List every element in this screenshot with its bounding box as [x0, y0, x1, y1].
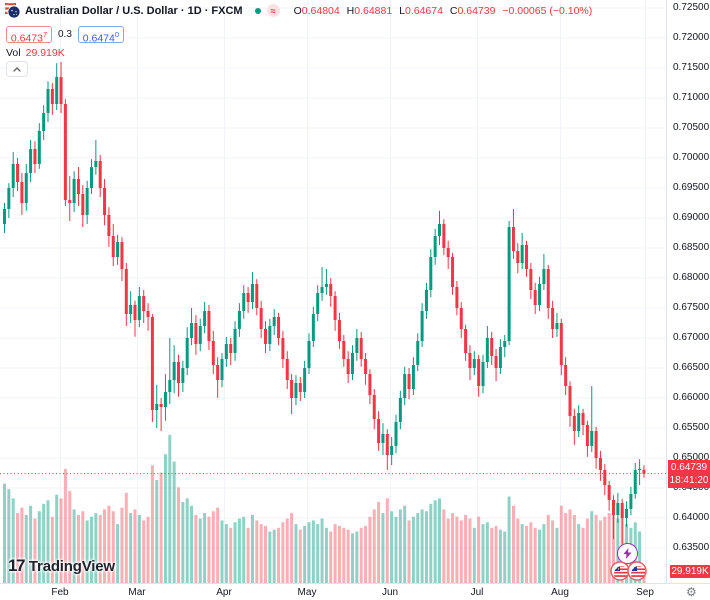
market-status-icon[interactable]: ≈: [266, 4, 280, 17]
price-axis-label: 0.65000: [673, 452, 710, 463]
gear-icon[interactable]: ⚙: [686, 585, 697, 599]
current-price-value: 0.64739: [670, 461, 708, 473]
sell-button[interactable]: 0.64737: [6, 26, 52, 45]
chevron-up-icon: [13, 66, 21, 72]
price-axis-label: 0.64000: [673, 512, 710, 523]
current-price-badge: 0.64739 18:41:20: [668, 459, 710, 488]
price-axis-label: 0.63500: [673, 542, 710, 553]
price-axis-label: 0.67000: [673, 332, 710, 343]
price-axis-label: 0.70000: [673, 152, 710, 163]
price-axis-label: 0.71000: [673, 92, 710, 103]
close-label: C: [449, 4, 458, 17]
high-label: H: [346, 4, 355, 17]
volume-legend: Vol 29.919K: [6, 47, 65, 59]
currency-pair-logo-icon: [5, 3, 20, 18]
time-axis-label: Jul: [470, 587, 484, 598]
time-axis-label: Jun: [381, 587, 399, 598]
low-value: 0.64674: [404, 4, 443, 17]
time-axis-label: Aug: [551, 587, 569, 598]
time-axis-label: Sep: [636, 587, 654, 598]
chart-legend: Australian Dollar / U.S. Dollar · 1D · F…: [5, 3, 592, 18]
chart-event-markers: [606, 543, 658, 585]
collapse-pane-button[interactable]: [6, 61, 28, 77]
us-flag-event-icon[interactable]: [627, 561, 647, 581]
price-axis-label: 0.66000: [673, 392, 710, 403]
open-label: O: [293, 4, 302, 17]
price-axis-label: 0.72000: [673, 32, 710, 43]
candlestick-chart[interactable]: [0, 0, 666, 583]
price-axis-label: 0.69000: [673, 212, 710, 223]
price-axis-label: 0.72500: [673, 2, 710, 13]
vol-label: Vol: [6, 47, 21, 59]
close-value: 0.64739: [457, 4, 496, 17]
time-axis-label: Apr: [216, 587, 232, 598]
bar-countdown: 18:41:20: [669, 474, 709, 486]
symbol-title[interactable]: Australian Dollar / U.S. Dollar · 1D · F…: [25, 4, 243, 17]
price-axis-label: 0.70500: [673, 122, 710, 133]
low-label: L: [399, 4, 405, 17]
tradingview-logo-icon: 17: [8, 556, 25, 575]
tradingview-logo-text: TradingView: [28, 557, 115, 575]
price-axis-label: 0.67500: [673, 302, 710, 313]
ohlc-readout: O0.64804 H0.64881 L0.64674 C0.64739 −0.0…: [290, 5, 593, 17]
vol-value: 29.919K: [25, 47, 65, 59]
price-axis-label: 0.69500: [673, 182, 710, 193]
time-axis-label: Feb: [51, 587, 69, 598]
realtime-status-icon: [254, 7, 261, 14]
tradingview-watermark: 17 TradingView: [8, 556, 115, 576]
time-axis-label: May: [297, 587, 317, 598]
change-value: −0.00065 (−0.10%): [502, 4, 593, 17]
buy-button[interactable]: 0.64740: [77, 26, 124, 45]
lightning-event-icon[interactable]: [617, 543, 638, 564]
price-axis-label: 0.68000: [673, 272, 710, 283]
open-value: 0.64804: [301, 4, 340, 17]
price-axis-label: 0.66500: [673, 362, 710, 373]
high-value: 0.64881: [354, 4, 393, 17]
price-axis[interactable]: 0.72500 0.72000 0.71500 0.71000 0.70500 0.700…: [666, 0, 710, 583]
time-axis-label: Mar: [128, 587, 146, 598]
price-axis-label: 0.68500: [673, 242, 710, 253]
price-axis-label: 0.65500: [673, 422, 710, 433]
quote-row: 0.64737 0.3 0.64740: [6, 26, 124, 45]
current-volume-badge: 29.919K: [670, 564, 710, 578]
price-axis-label: 0.71500: [673, 62, 710, 73]
spread-value: 0.3: [58, 29, 72, 40]
time-axis[interactable]: Feb Mar Apr May Jun Jul Aug Sep ⚙: [0, 583, 710, 600]
